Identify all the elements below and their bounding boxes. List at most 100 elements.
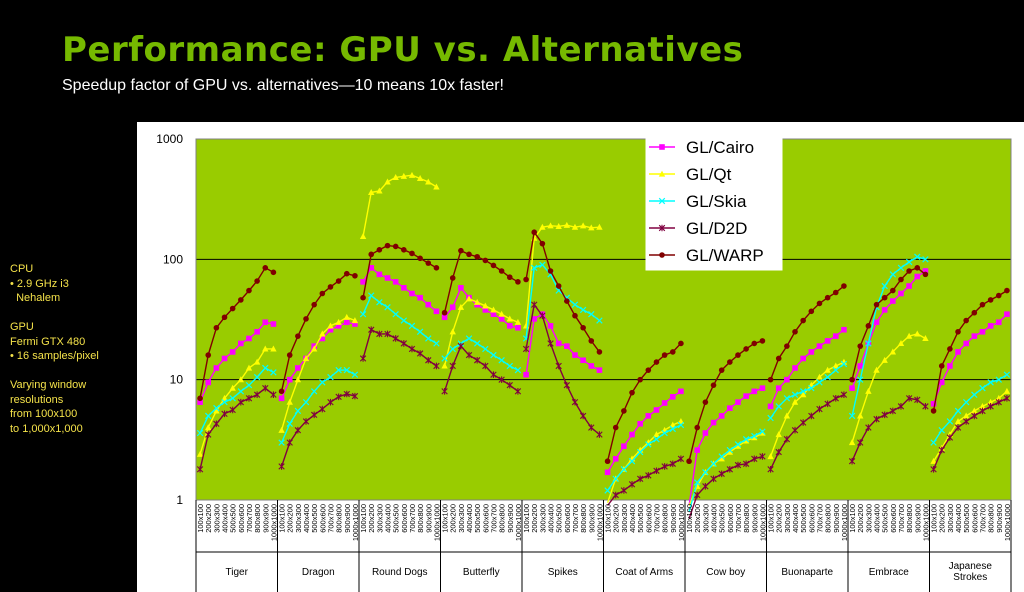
data-point bbox=[368, 251, 375, 258]
data-point bbox=[327, 373, 334, 381]
data-point bbox=[621, 408, 627, 414]
data-point bbox=[979, 301, 986, 308]
data-point bbox=[645, 472, 652, 479]
data-point bbox=[653, 431, 660, 438]
data-point bbox=[531, 301, 538, 308]
data-point bbox=[482, 362, 489, 370]
x-tick-label: 400x400 bbox=[628, 504, 637, 533]
data-point bbox=[515, 279, 521, 285]
data-point bbox=[930, 465, 937, 473]
data-point bbox=[515, 324, 521, 331]
data-point bbox=[392, 243, 399, 250]
data-point bbox=[205, 412, 212, 420]
data-point bbox=[294, 426, 302, 434]
x-tick-label: 1000x1000 bbox=[269, 504, 278, 541]
data-point bbox=[465, 295, 473, 302]
data-point bbox=[947, 363, 953, 369]
data-point bbox=[360, 279, 366, 285]
data-point bbox=[930, 439, 937, 446]
data-point bbox=[661, 352, 668, 358]
data-point bbox=[425, 260, 432, 266]
note-line: to 1,000x1,000 bbox=[10, 422, 83, 435]
x-tick-label: 100x100 bbox=[278, 504, 287, 533]
x-tick-label: 200x200 bbox=[938, 504, 947, 533]
x-tick-label: 100x100 bbox=[522, 504, 531, 533]
data-point bbox=[310, 388, 318, 395]
data-point bbox=[319, 335, 326, 342]
data-point bbox=[384, 275, 391, 281]
data-point bbox=[221, 394, 228, 401]
data-point bbox=[759, 385, 766, 391]
data-point bbox=[473, 356, 481, 364]
series-line bbox=[606, 342, 682, 462]
series-line bbox=[688, 432, 763, 506]
series-line bbox=[199, 367, 274, 434]
x-tick-label: 600x600 bbox=[318, 504, 327, 533]
data-point bbox=[572, 352, 578, 358]
data-point bbox=[253, 391, 261, 399]
series-line bbox=[443, 297, 519, 367]
series-line bbox=[851, 333, 926, 443]
x-tick-label: 1000x1000 bbox=[758, 504, 767, 541]
data-point bbox=[881, 294, 888, 301]
data-point bbox=[302, 418, 310, 425]
x-tick-label: 700x700 bbox=[489, 504, 498, 533]
data-point bbox=[588, 363, 595, 369]
data-point bbox=[401, 285, 407, 291]
data-point bbox=[612, 424, 619, 431]
data-point bbox=[938, 379, 945, 386]
data-point bbox=[995, 319, 1002, 326]
x-tick-label: 900x900 bbox=[587, 504, 596, 533]
data-point bbox=[392, 279, 399, 285]
data-point bbox=[327, 322, 334, 329]
x-tick-label: 600x600 bbox=[726, 504, 735, 533]
data-point bbox=[555, 222, 562, 229]
data-point bbox=[995, 394, 1002, 401]
data-point bbox=[767, 465, 774, 473]
series-gl-d2d bbox=[196, 301, 1011, 519]
x-tick-label: 900x900 bbox=[261, 504, 270, 533]
data-point bbox=[441, 355, 448, 362]
note-line: Varying window bbox=[10, 379, 87, 391]
data-point bbox=[539, 312, 546, 320]
data-point bbox=[563, 381, 571, 389]
data-point bbox=[213, 407, 220, 414]
data-point bbox=[376, 247, 383, 253]
data-point bbox=[979, 384, 986, 392]
x-tick-label: 1000x1000 bbox=[677, 504, 686, 541]
data-point bbox=[702, 482, 709, 490]
data-point bbox=[816, 379, 823, 386]
data-point bbox=[310, 411, 318, 419]
data-point bbox=[310, 345, 318, 352]
data-point bbox=[938, 427, 945, 434]
series-line bbox=[932, 290, 1008, 412]
data-point bbox=[897, 340, 905, 347]
data-point bbox=[319, 379, 326, 386]
data-point bbox=[278, 426, 285, 433]
data-point bbox=[441, 362, 448, 369]
data-point bbox=[726, 448, 734, 455]
group-label: Buonaparte bbox=[781, 567, 833, 578]
x-tick-label: 800x800 bbox=[905, 504, 914, 533]
data-point bbox=[221, 410, 228, 418]
data-point bbox=[229, 406, 236, 414]
group-label: Round Dogs bbox=[372, 567, 428, 578]
series-line bbox=[280, 272, 356, 392]
data-point bbox=[799, 388, 807, 395]
x-tick-label: 900x900 bbox=[995, 504, 1004, 533]
data-point bbox=[905, 332, 913, 339]
data-point bbox=[857, 439, 864, 446]
data-point bbox=[1003, 395, 1011, 402]
series-line bbox=[932, 313, 1008, 405]
series-line bbox=[525, 313, 600, 375]
data-point bbox=[783, 395, 791, 402]
data-point bbox=[783, 412, 791, 419]
data-point bbox=[409, 290, 415, 297]
data-point bbox=[954, 424, 962, 431]
data-point bbox=[449, 362, 456, 370]
x-tick-label: 700x700 bbox=[652, 504, 661, 533]
series-gl-skia bbox=[196, 253, 1011, 512]
x-tick-label: 500x500 bbox=[229, 504, 238, 533]
data-point bbox=[694, 447, 701, 453]
data-point bbox=[400, 317, 408, 324]
